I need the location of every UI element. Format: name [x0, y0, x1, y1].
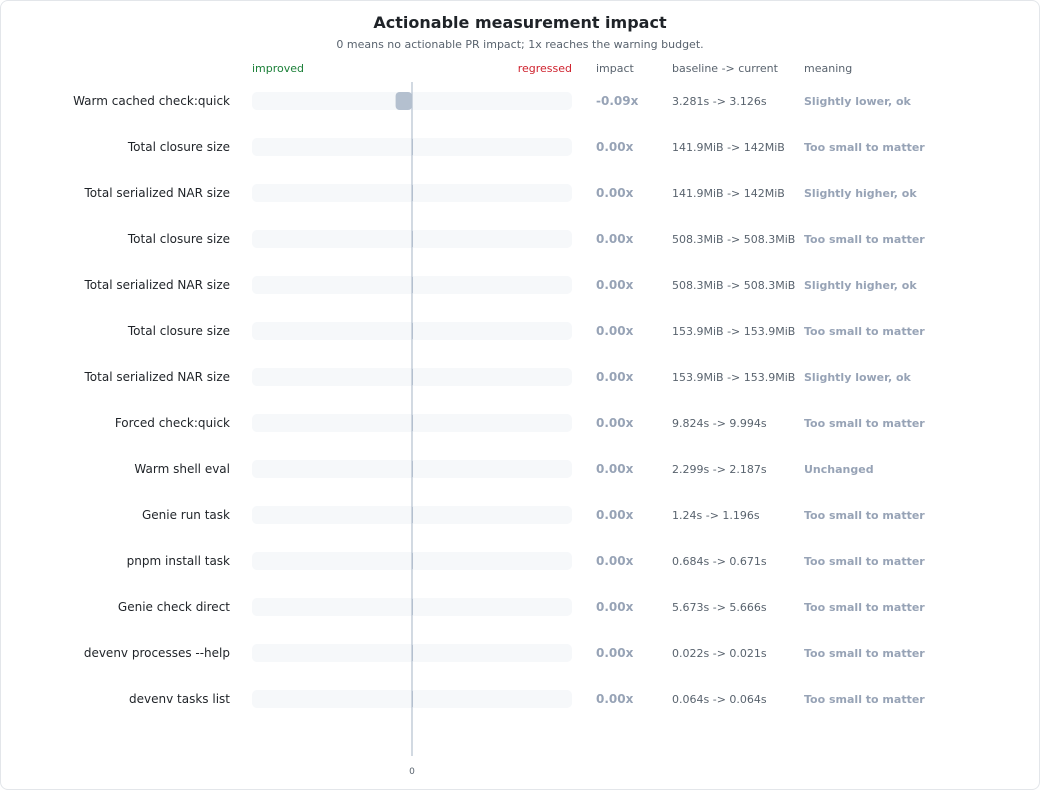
impact-value: 0.00x — [596, 508, 634, 522]
impact-value: 0.00x — [596, 416, 634, 430]
meaning-label: Too small to matter — [804, 647, 925, 660]
row-label: devenv processes --help — [84, 646, 230, 660]
meaning-label: Too small to matter — [804, 509, 925, 522]
row-label: Total closure size — [127, 232, 230, 246]
meaning-label: Too small to matter — [804, 417, 925, 430]
baseline-current: 3.281s -> 3.126s — [672, 95, 767, 108]
row-label: Genie check direct — [118, 600, 230, 614]
baseline-current: 0.064s -> 0.064s — [672, 693, 767, 706]
meaning-label: Too small to matter — [804, 555, 925, 568]
row-label: Total serialized NAR size — [84, 278, 230, 292]
meaning-label: Slightly lower, ok — [804, 95, 912, 108]
impact-value: 0.00x — [596, 462, 634, 476]
column-header-baseline: baseline -> current — [672, 62, 779, 75]
meaning-label: Slightly lower, ok — [804, 371, 912, 384]
meaning-label: Too small to matter — [804, 141, 925, 154]
chart-title: Actionable measurement impact — [373, 13, 667, 32]
impact-value: 0.00x — [596, 186, 634, 200]
baseline-current: 2.299s -> 2.187s — [672, 463, 767, 476]
row-label: Genie run task — [142, 508, 230, 522]
meaning-label: Too small to matter — [804, 325, 925, 338]
baseline-current: 508.3MiB -> 508.3MiB — [672, 279, 795, 292]
row-label: Warm shell eval — [134, 462, 230, 476]
row-label: Total closure size — [127, 140, 230, 154]
impact-value: 0.00x — [596, 554, 634, 568]
meaning-label: Too small to matter — [804, 233, 925, 246]
column-header-meaning: meaning — [804, 62, 852, 75]
impact-value: 0.00x — [596, 692, 634, 706]
row-label: Warm cached check:quick — [73, 94, 230, 108]
impact-bar — [395, 92, 412, 110]
meaning-label: Unchanged — [804, 463, 874, 476]
baseline-current: 9.824s -> 9.994s — [672, 417, 767, 430]
row-label: devenv tasks list — [129, 692, 230, 706]
impact-value: 0.00x — [596, 324, 634, 338]
impact-value: -0.09x — [596, 94, 639, 108]
impact-value: 0.00x — [596, 140, 634, 154]
baseline-current: 141.9MiB -> 142MiB — [672, 141, 785, 154]
row-label: Forced check:quick — [115, 416, 230, 430]
row-label: Total closure size — [127, 324, 230, 338]
baseline-current: 153.9MiB -> 153.9MiB — [672, 371, 795, 384]
chart-rows: Warm cached check:quick -0.09x 3.281s -> 3… — [73, 92, 925, 708]
impact-value: 0.00x — [596, 370, 634, 384]
baseline-current: 141.9MiB -> 142MiB — [672, 187, 785, 200]
axis-label-improved: improved — [252, 62, 304, 75]
baseline-current: 5.673s -> 5.666s — [672, 601, 767, 614]
impact-value: 0.00x — [596, 232, 634, 246]
meaning-label: Too small to matter — [804, 693, 925, 706]
column-header-impact: impact — [596, 62, 635, 75]
row-label: Total serialized NAR size — [84, 370, 230, 384]
baseline-current: 153.9MiB -> 153.9MiB — [672, 325, 795, 338]
row-label: pnpm install task — [127, 554, 230, 568]
meaning-label: Too small to matter — [804, 601, 925, 614]
impact-value: 0.00x — [596, 278, 634, 292]
baseline-current: 1.24s -> 1.196s — [672, 509, 760, 522]
meaning-label: Slightly higher, ok — [804, 279, 917, 292]
zero-tick-label: 0 — [409, 767, 415, 777]
impact-value: 0.00x — [596, 646, 634, 660]
meaning-label: Slightly higher, ok — [804, 187, 917, 200]
row-label: Total serialized NAR size — [84, 186, 230, 200]
baseline-current: 0.022s -> 0.021s — [672, 647, 767, 660]
chart-subtitle: 0 means no actionable PR impact; 1x reac… — [336, 38, 703, 51]
baseline-current: 508.3MiB -> 508.3MiB — [672, 233, 795, 246]
axis-label-regressed: regressed — [518, 62, 572, 75]
baseline-current: 0.684s -> 0.671s — [672, 555, 767, 568]
impact-value: 0.00x — [596, 600, 634, 614]
